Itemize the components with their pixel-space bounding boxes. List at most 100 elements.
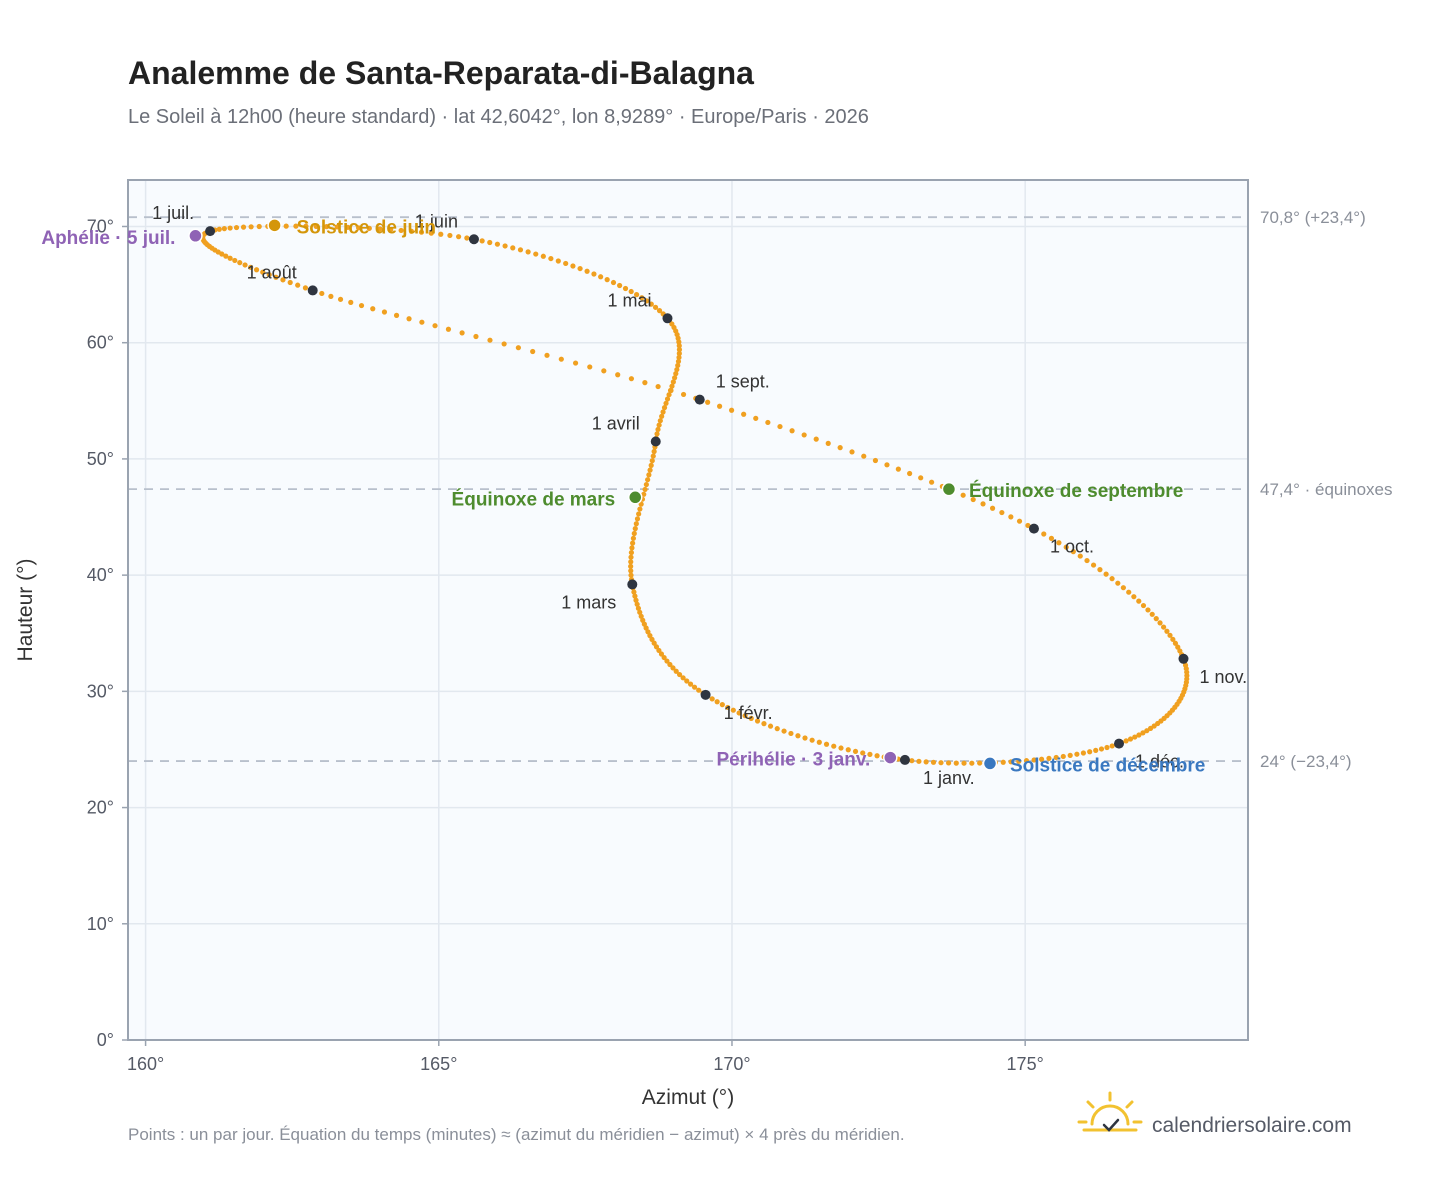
- daily-point: [795, 733, 801, 739]
- daily-point: [628, 549, 635, 556]
- month-marker: [694, 394, 705, 405]
- x-tick-label: 170°: [713, 1054, 750, 1074]
- daily-point: [938, 760, 944, 766]
- daily-point: [266, 272, 272, 278]
- daily-point: [675, 358, 682, 365]
- daily-point: [533, 251, 539, 257]
- month-marker: [627, 579, 638, 590]
- daily-point: [977, 760, 983, 766]
- daily-point: [248, 224, 254, 230]
- daily-point: [633, 597, 639, 603]
- plot-frame: [127, 179, 1249, 1041]
- daily-point: [1008, 514, 1014, 520]
- daily-point: [260, 269, 266, 275]
- event-label: Équinoxe de mars: [452, 488, 616, 510]
- daily-point: [345, 224, 351, 230]
- daily-point: [479, 238, 485, 244]
- daily-point: [736, 710, 742, 716]
- month-marker-label: 1 juil.: [152, 203, 194, 223]
- daily-point: [628, 554, 634, 560]
- daily-point: [781, 728, 787, 734]
- daily-point: [640, 617, 646, 623]
- x-tick-label: 175°: [1007, 1054, 1044, 1074]
- daily-point: [725, 704, 731, 711]
- daily-point: [487, 337, 493, 343]
- daily-point: [673, 668, 679, 674]
- daily-point: [753, 415, 759, 421]
- daily-point: [1000, 759, 1006, 765]
- daily-point: [628, 376, 635, 382]
- daily-point: [674, 366, 680, 373]
- daily-point: [673, 371, 679, 377]
- daily-point: [709, 696, 715, 702]
- daily-point: [393, 312, 400, 318]
- daily-point: [668, 387, 674, 394]
- daily-point: [517, 247, 524, 253]
- daily-point: [969, 760, 975, 766]
- daily-point: [221, 226, 227, 232]
- daily-point: [661, 405, 668, 411]
- daily-point: [929, 479, 935, 485]
- daily-point: [849, 449, 855, 455]
- daily-point: [872, 457, 879, 464]
- daily-point: [676, 350, 682, 357]
- daily-point: [280, 277, 286, 283]
- daily-point: [960, 492, 966, 498]
- daily-point: [895, 466, 901, 472]
- daily-point: [1008, 759, 1014, 765]
- daily-point: [777, 423, 783, 430]
- daily-point: [1070, 549, 1076, 555]
- y-tick-label: 30°: [87, 681, 114, 701]
- daily-point: [945, 760, 952, 766]
- daily-point: [428, 230, 434, 236]
- footnote: Points : un par jour. Équation du temps …: [128, 1125, 905, 1144]
- daily-point: [1164, 628, 1170, 634]
- daily-point: [1136, 732, 1142, 738]
- daily-point: [240, 224, 247, 230]
- event-marker: [188, 228, 203, 244]
- daily-point: [388, 227, 394, 233]
- daily-point: [1140, 602, 1147, 609]
- daily-point: [418, 229, 425, 235]
- daily-point: [570, 263, 576, 269]
- daily-point: [655, 426, 661, 433]
- daily-point: [1136, 598, 1142, 604]
- event-marker: [627, 490, 643, 505]
- daily-point: [1144, 728, 1150, 734]
- brand-logo: [1077, 1091, 1143, 1132]
- y-axis-ticks: 0° 10° 20° 30° 40° 50° 60° 70°: [87, 216, 128, 1050]
- daily-point: [730, 707, 736, 713]
- daily-point: [667, 661, 673, 668]
- daily-point: [634, 292, 640, 298]
- daily-point: [587, 364, 593, 370]
- daily-point: [634, 516, 641, 522]
- daily-point: [1109, 743, 1115, 749]
- daily-point: [1104, 744, 1110, 751]
- daily-point: [1103, 571, 1109, 577]
- daily-point: [419, 319, 425, 325]
- daily-point: [487, 239, 493, 246]
- daily-point: [729, 407, 735, 413]
- y-tick-label: 0°: [97, 1030, 114, 1050]
- daily-point: [1063, 544, 1069, 550]
- event-label: Équinoxe de septembre: [969, 480, 1183, 502]
- daily-point: [445, 326, 452, 332]
- daily-point: [408, 228, 415, 234]
- reference-line-label: 47,4° · équinoxes: [1260, 480, 1393, 499]
- daily-point: [676, 354, 682, 361]
- month-marker-label: 1 nov.: [1199, 667, 1247, 687]
- plot-area: [128, 180, 1248, 1040]
- daily-point: [801, 432, 807, 438]
- daily-point: [348, 299, 354, 305]
- event-marker: [267, 218, 282, 233]
- daily-point: [953, 760, 959, 766]
- daily-point: [1087, 749, 1093, 755]
- reference-lines: 70,8° (+23,4°) 47,4° · équinoxes 24° (−23,…: [128, 208, 1393, 771]
- month-marker-label: 1 août: [247, 262, 297, 282]
- daily-point: [802, 735, 808, 741]
- daily-point: [907, 470, 913, 477]
- daily-point: [544, 352, 550, 358]
- month-marker-label: 1 mai: [607, 290, 651, 310]
- month-marker: [1113, 738, 1124, 749]
- daily-point: [666, 392, 672, 398]
